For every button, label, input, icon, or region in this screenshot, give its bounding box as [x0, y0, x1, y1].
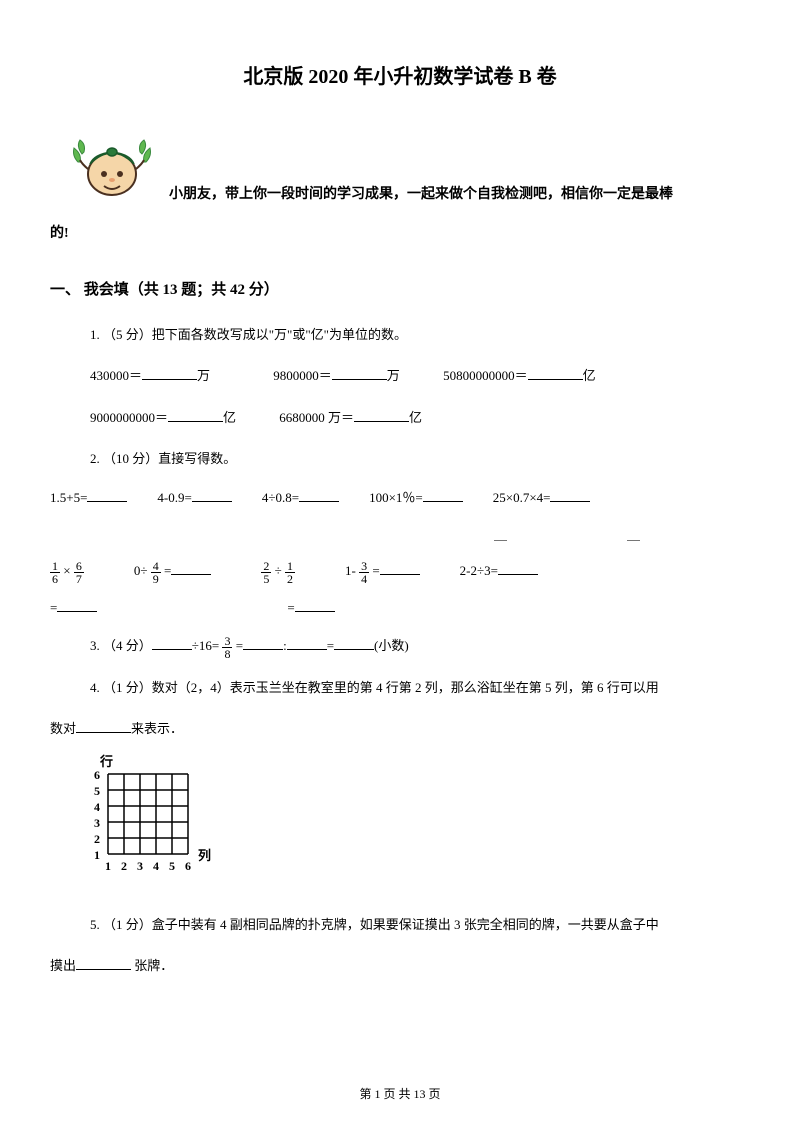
svg-text:5: 5 — [94, 784, 100, 798]
q2-r1b-1: ＿ — [494, 521, 507, 550]
q2-row1b: ＿ ＿ — [50, 521, 750, 550]
cartoon-icon — [70, 124, 155, 214]
q1-items-row2: 9000000000＝亿 6680000 万＝亿 — [50, 402, 750, 433]
chart-col-label: 列 — [198, 848, 211, 863]
q2-r2-5: 2-2÷3= — [460, 557, 538, 586]
q1-stem: 1. （5 分）把下面各数改写成以"万"或"亿"为单位的数。 — [50, 319, 750, 350]
q2-row2: 16 × 67 0÷ 49 = 25 ÷ 12 1- 34 = 2-2÷3= — [50, 557, 750, 586]
q2-r1-5: 25×0.7×4= — [493, 484, 591, 513]
grid-chart: 行 6 5 4 3 2 1 1 2 3 4 5 6 列 — [50, 754, 750, 889]
q1-item-1: 430000＝万 — [90, 368, 210, 383]
q5-stem: 5. （1 分）盒子中装有 4 副相同品牌的扑克牌，如果要保证摸出 3 张完全相… — [50, 909, 750, 940]
q4-cont: 数对来表示． — [50, 713, 750, 744]
svg-text:1: 1 — [94, 848, 100, 862]
q2-r2-2: 0÷ 49 = — [134, 557, 211, 586]
q2-stem: 2. （10 分）直接写得数。 — [50, 443, 750, 474]
svg-text:4: 4 — [94, 800, 100, 814]
svg-text:5: 5 — [169, 859, 175, 873]
q2-r2-3: 25 ÷ 12 — [261, 557, 295, 586]
svg-text:3: 3 — [137, 859, 143, 873]
intro-text-2: 的! — [50, 214, 750, 253]
q1-item-3: 50800000000＝亿 — [443, 368, 596, 383]
page-footer: 第 1 页 共 13 页 — [0, 1085, 800, 1102]
q3-stem: 3. （4 分）÷16= 38 =:=(小数) — [50, 630, 750, 661]
q1-items-row1: 430000＝万 9800000＝万 50800000000＝亿 — [50, 360, 750, 391]
q2-r1-3: 4÷0.8= — [262, 484, 339, 513]
intro-text-1: 小朋友，带上你一段时间的学习成果，一起来做个自我检测吧，相信你一定是最棒 — [169, 187, 673, 202]
q2-r3-2: = — [287, 594, 334, 623]
q1-item-5: 6680000 万＝亿 — [279, 410, 422, 425]
svg-text:2: 2 — [94, 832, 100, 846]
intro-section: 小朋友，带上你一段时间的学习成果，一起来做个自我检测吧，相信你一定是最棒 的! — [50, 124, 750, 253]
svg-text:2: 2 — [121, 859, 127, 873]
q2-r1-2: 4-0.9= — [157, 484, 231, 513]
svg-text:4: 4 — [153, 859, 159, 873]
svg-text:1: 1 — [105, 859, 111, 873]
q2-r2-1: 16 × 67 — [50, 557, 84, 586]
q2-r2-4: 1- 34 = — [345, 557, 420, 586]
q1-item-4: 9000000000＝亿 — [90, 410, 236, 425]
chart-row-label: 行 — [99, 754, 113, 769]
q4-stem: 4. （1 分）数对（2，4）表示玉兰坐在教室里的第 4 行第 2 列，那么浴缸… — [50, 672, 750, 703]
q2-row1: 1.5+5= 4-0.9= 4÷0.8= 100×1％= 25×0.7×4= — [50, 484, 750, 513]
page-title: 北京版 2020 年小升初数学试卷 B 卷 — [50, 60, 750, 89]
q2-row3: = = — [50, 594, 750, 623]
q2-r1-1: 1.5+5= — [50, 484, 127, 513]
q2-r1-4: 100×1％= — [369, 484, 463, 513]
q1-item-2: 9800000＝万 — [273, 368, 400, 383]
q2-r1b-2: ＿ — [627, 521, 640, 550]
q2-r3-1: = — [50, 594, 97, 623]
section-heading-1: 一、 我会填（共 13 题；共 42 分） — [50, 278, 750, 299]
svg-text:6: 6 — [185, 859, 191, 873]
svg-text:3: 3 — [94, 816, 100, 830]
q5-cont: 摸出 张牌． — [50, 950, 750, 981]
svg-text:6: 6 — [94, 768, 100, 782]
